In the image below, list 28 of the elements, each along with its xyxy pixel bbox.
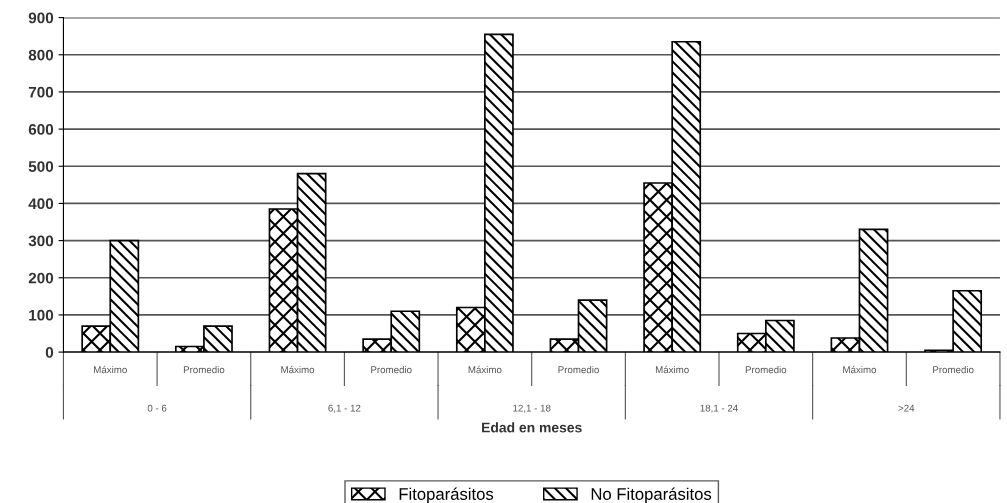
x-tick-label: Máximo [281, 365, 315, 374]
legend-label: Fitoparásitos [399, 487, 494, 503]
x-axis-title: Edad en meses [482, 422, 582, 433]
x-tick-label: Promedio [558, 365, 599, 374]
x-tick-label: Promedio [371, 365, 412, 374]
text: 18,1 - 24 [700, 404, 738, 413]
y-tick-label: 600 [28, 123, 54, 135]
x-tick-label: Promedio [183, 365, 225, 374]
x-tick-label: Promedio [745, 365, 787, 374]
y-tick-label: 200 [28, 272, 54, 284]
text: 12,1 - 18 [513, 404, 551, 413]
x-tick-label: Máximo [94, 365, 127, 374]
y-tick-label: 100 [29, 309, 54, 321]
legend-label: No Fitoparásitos [591, 487, 712, 503]
x-tick-label: Máximo [655, 365, 689, 374]
x-tick-label: Máximo [843, 365, 877, 374]
y-tick-label: 900 [28, 12, 54, 24]
y-tick-label: 700 [28, 86, 54, 98]
x-tick-label: Máximo [468, 365, 502, 374]
y-tick-label: 300 [28, 235, 54, 247]
y-tick-label: 800 [28, 49, 54, 61]
x-tick-label: Promedio [933, 365, 974, 374]
y-tick-label: 500 [28, 161, 54, 172]
text: 0 - 6 [147, 404, 167, 412]
text: 6,1 - 12 [328, 404, 361, 413]
y-tick-label: 0 [45, 346, 54, 358]
text: >24 [898, 404, 915, 412]
y-tick-label: 400 [28, 198, 54, 210]
